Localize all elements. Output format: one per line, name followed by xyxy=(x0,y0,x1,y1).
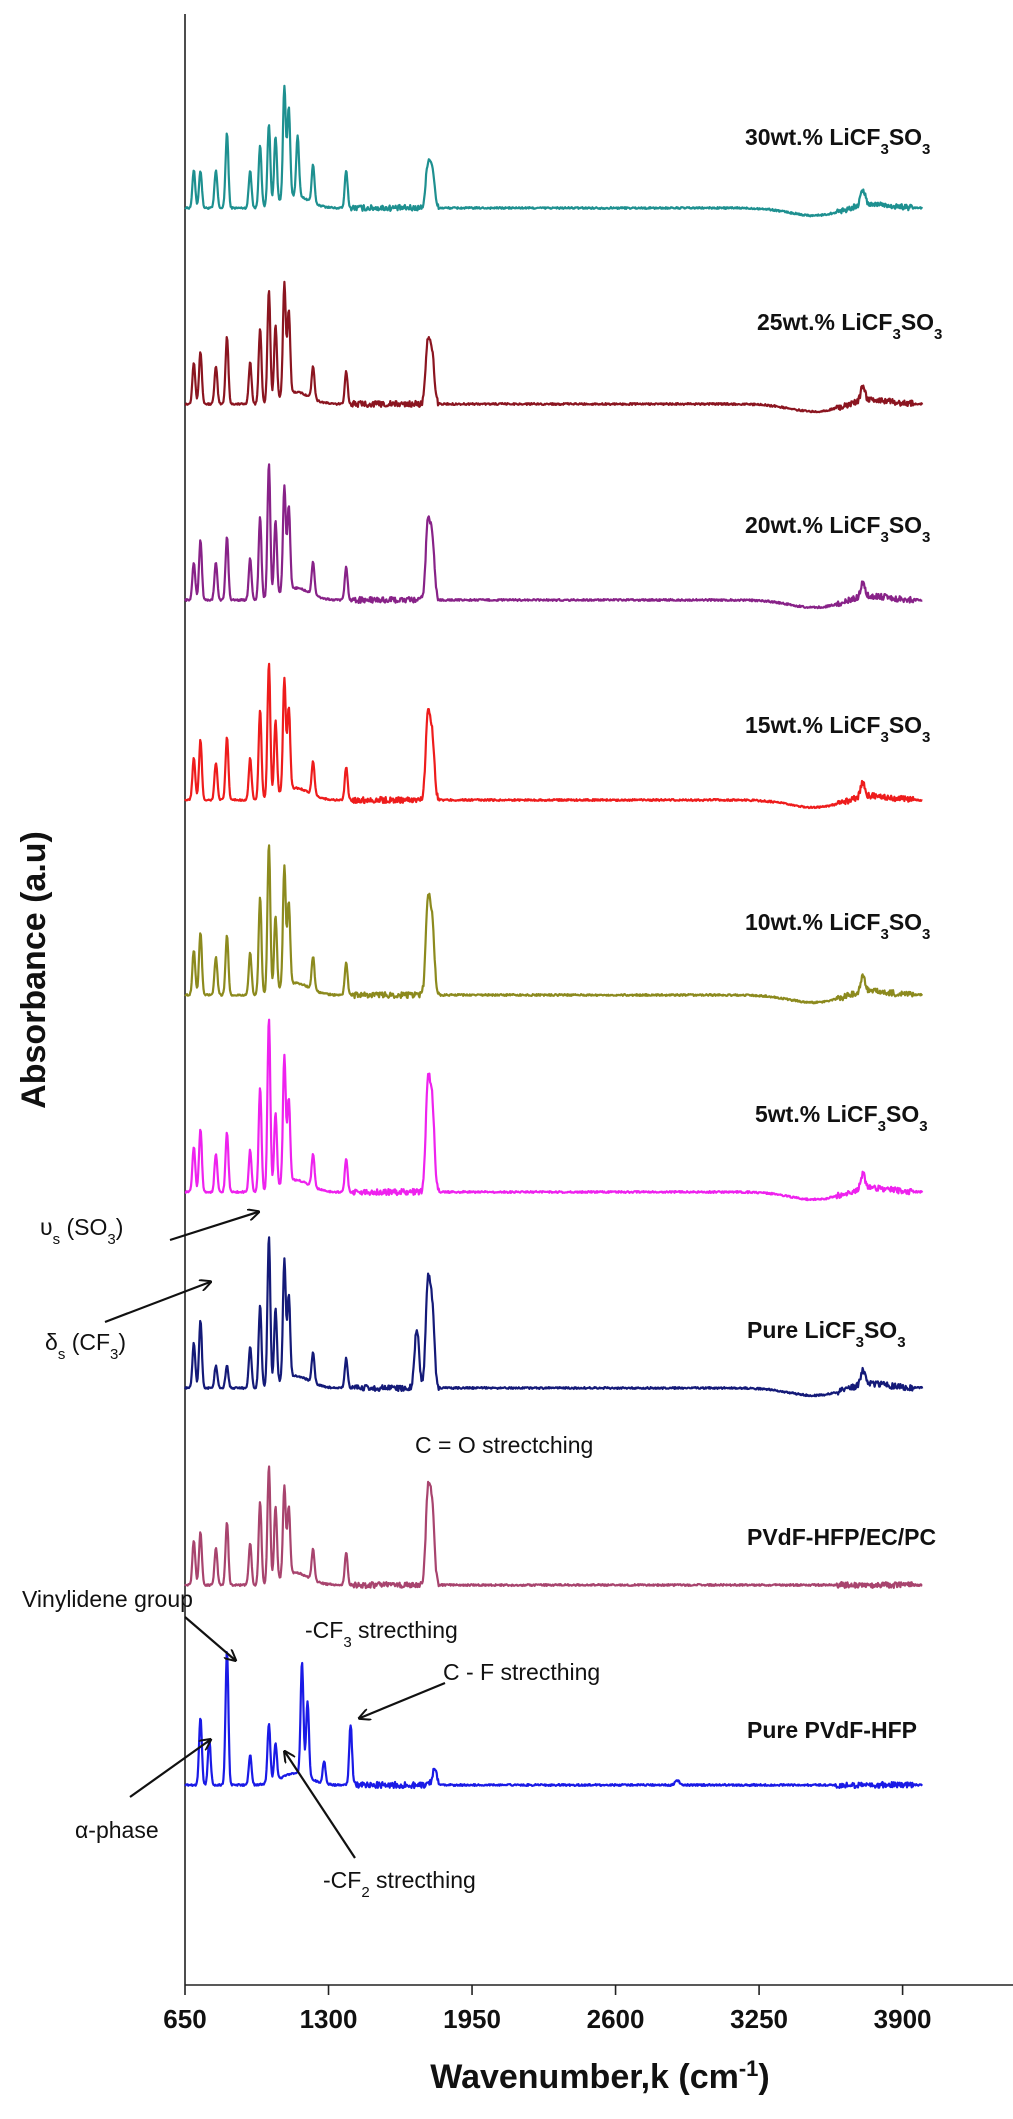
series-label-text: SO xyxy=(889,909,922,935)
annotations: υs (SO3)δs (CF3)C = O strectchingVinylid… xyxy=(22,1212,600,1901)
series-label-sub: 3 xyxy=(856,1334,864,1351)
series-line-2 xyxy=(184,463,923,610)
series-label-sub: 3 xyxy=(922,141,930,158)
annotation-arrow-6 xyxy=(129,1740,210,1798)
series-line-3 xyxy=(184,662,923,810)
series-label-sub: 3 xyxy=(922,529,930,546)
series-line-4 xyxy=(184,844,924,1005)
annotation-text: strecthing xyxy=(352,1617,458,1643)
series-label-text: SO xyxy=(889,512,922,538)
series-label-text: 15wt.% LiCF xyxy=(745,712,880,738)
series-line-6 xyxy=(183,1236,924,1398)
annotation-arrow-1 xyxy=(104,1282,210,1324)
series-label-text: Pure PVdF-HFP xyxy=(747,1717,917,1743)
series-label-1: 25wt.% LiCF3SO3 xyxy=(757,309,942,343)
annotation-text: -CF xyxy=(305,1617,343,1643)
annotation-label-6: α-phase xyxy=(75,1817,159,1843)
x-tick-label: 650 xyxy=(163,2004,206,2034)
axes: 650 1300 1950 2600 3250 3900 xyxy=(163,14,1013,2034)
x-tick-label: 3250 xyxy=(730,2004,788,2034)
annotation-text: ) xyxy=(116,1214,124,1240)
annotation-text: α-phase xyxy=(75,1817,159,1843)
series-label-text: 20wt.% LiCF xyxy=(745,512,880,538)
series-label-sub: 3 xyxy=(892,326,900,343)
annotation-text: ) xyxy=(118,1329,126,1355)
annotation-label-3: Vinylidene group xyxy=(22,1586,193,1612)
series-label-0: 30wt.% LiCF3SO3 xyxy=(745,124,930,158)
series-label-3: 15wt.% LiCF3SO3 xyxy=(745,712,930,746)
y-axis-title: Absorbance (a.u) xyxy=(15,831,53,1109)
series-layer xyxy=(183,84,924,1790)
series-label-text: SO xyxy=(886,1101,919,1127)
series-line-5 xyxy=(184,1018,924,1202)
series-label-sub: 3 xyxy=(934,326,942,343)
series-label-sub: 3 xyxy=(922,926,930,943)
series-label-sub: 3 xyxy=(919,1118,927,1135)
series-label-sub: 3 xyxy=(897,1334,905,1351)
annotation-label-5: C - F strecthing xyxy=(443,1659,600,1685)
x-axis-title-sup: -1 xyxy=(739,2056,759,2081)
x-tick-label: 3900 xyxy=(874,2004,932,2034)
annotation-arrow-3 xyxy=(184,1616,235,1660)
annotation-text: -CF xyxy=(323,1867,361,1893)
series-label-4: 10wt.% LiCF3SO3 xyxy=(745,909,930,943)
annotation-sub: s xyxy=(58,1346,66,1363)
annotation-label-2: C = O strectching xyxy=(415,1432,593,1458)
series-label-text: SO xyxy=(889,712,922,738)
x-tick-label: 1950 xyxy=(443,2004,501,2034)
series-label-7: PVdF-HFP/EC/PC xyxy=(747,1524,936,1550)
series-label-text: SO xyxy=(889,124,922,150)
series-label-6: Pure LiCF3SO3 xyxy=(747,1317,906,1351)
annotation-label-1: δs (CF3) xyxy=(45,1329,126,1363)
annotation-text: δ xyxy=(45,1329,58,1355)
series-label-sub: 3 xyxy=(922,729,930,746)
series-label-2: 20wt.% LiCF3SO3 xyxy=(745,512,930,546)
series-label-sub: 3 xyxy=(880,926,888,943)
x-tick-label: 2600 xyxy=(587,2004,645,2034)
annotation-text: (SO xyxy=(60,1214,107,1240)
annotation-text: strecthing xyxy=(370,1867,476,1893)
series-label-5: 5wt.% LiCF3SO3 xyxy=(755,1101,928,1135)
annotation-text: C = O strectching xyxy=(415,1432,593,1458)
annotation-sub: s xyxy=(53,1231,61,1248)
series-label-text: 5wt.% LiCF xyxy=(755,1101,878,1127)
annotation-sub: 3 xyxy=(343,1634,351,1651)
series-label-text: PVdF-HFP/EC/PC xyxy=(747,1524,936,1550)
annotation-text: Vinylidene group xyxy=(22,1586,193,1612)
series-label-sub: 3 xyxy=(880,729,888,746)
annotation-text: C - F strecthing xyxy=(443,1659,600,1685)
series-label-text: 10wt.% LiCF xyxy=(745,909,880,935)
annotation-text: υ xyxy=(40,1214,53,1240)
series-line-7 xyxy=(184,1465,923,1590)
x-tick-label: 1300 xyxy=(300,2004,358,2034)
series-label-text: 25wt.% LiCF xyxy=(757,309,892,335)
series-line-0 xyxy=(184,84,924,218)
x-axis-title-main: Wavenumber,k (cm xyxy=(430,2058,739,2096)
annotation-arrow-0 xyxy=(169,1212,258,1242)
annotation-arrow-5 xyxy=(360,1681,446,1718)
series-label-text: SO xyxy=(901,309,934,335)
series-label-text: SO xyxy=(864,1317,897,1343)
x-axis-title-end: ) xyxy=(758,2058,769,2096)
series-label-8: Pure PVdF-HFP xyxy=(747,1717,917,1743)
x-axis-title: Wavenumber,k (cm-1) xyxy=(430,2056,770,2097)
annotation-sub: 2 xyxy=(361,1884,369,1901)
series-label-sub: 3 xyxy=(880,529,888,546)
series-label-text: Pure LiCF xyxy=(747,1317,856,1343)
series-line-8 xyxy=(184,1651,924,1790)
annotation-text: (CF xyxy=(65,1329,110,1355)
annotation-sub: 3 xyxy=(107,1231,115,1248)
annotation-arrow-7 xyxy=(285,1752,356,1859)
annotation-sub: 3 xyxy=(110,1346,118,1363)
annotation-label-7: -CF2 strecthing xyxy=(323,1867,476,1901)
annotation-label-4: -CF3 strecthing xyxy=(305,1617,458,1651)
series-label-sub: 3 xyxy=(880,141,888,158)
series-line-1 xyxy=(184,280,924,414)
series-label-sub: 3 xyxy=(878,1118,886,1135)
annotation-label-0: υs (SO3) xyxy=(40,1214,123,1248)
series-label-text: 30wt.% LiCF xyxy=(745,124,880,150)
